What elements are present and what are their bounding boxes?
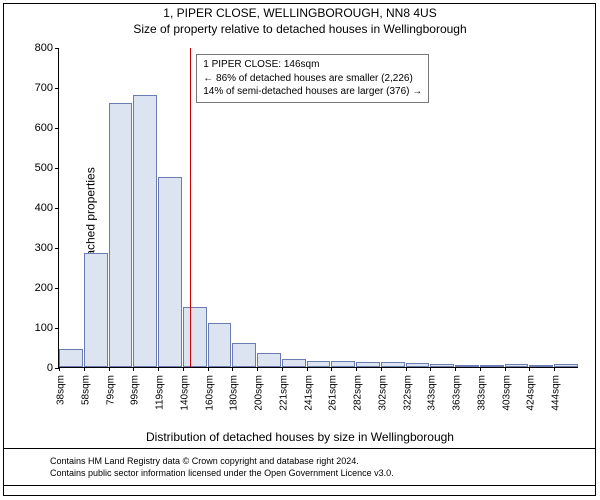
histogram-bar xyxy=(356,362,380,367)
x-tick-mark xyxy=(307,367,308,371)
x-tick-mark xyxy=(158,367,159,371)
y-tick: 800 xyxy=(35,42,59,54)
footer-text: Contains HM Land Registry data © Crown c… xyxy=(50,455,394,479)
x-tick: 38sqm xyxy=(56,375,67,405)
y-tick: 100 xyxy=(35,322,59,334)
chart-subtitle: Size of property relative to detached ho… xyxy=(0,22,600,36)
annotation-line-3: 14% of semi-detached houses are larger (… xyxy=(203,85,422,99)
histogram-bar xyxy=(232,343,256,367)
x-tick-mark xyxy=(505,367,506,371)
x-tick: 383sqm xyxy=(476,375,487,411)
x-tick: 99sqm xyxy=(130,375,141,405)
histogram-bar xyxy=(109,103,133,367)
y-tick: 300 xyxy=(35,242,59,254)
histogram-bar xyxy=(430,364,454,367)
x-tick: 322sqm xyxy=(402,375,413,411)
annotation-box: 1 PIPER CLOSE: 146sqm← 86% of detached h… xyxy=(196,54,429,103)
x-tick-mark xyxy=(109,367,110,371)
y-tick: 400 xyxy=(35,202,59,214)
histogram-bar xyxy=(554,364,578,367)
x-tick-mark xyxy=(480,367,481,371)
histogram-bar xyxy=(505,364,529,367)
x-tick-mark xyxy=(356,367,357,371)
y-tick: 500 xyxy=(35,162,59,174)
x-tick-mark xyxy=(183,367,184,371)
histogram-bar xyxy=(59,349,83,367)
histogram-bar xyxy=(381,362,405,367)
plot-area: 010020030040050060070080038sqm58sqm79sqm… xyxy=(58,48,578,368)
x-tick: 261sqm xyxy=(328,375,339,411)
x-tick-mark xyxy=(257,367,258,371)
x-tick: 119sqm xyxy=(155,375,166,410)
histogram-bar xyxy=(406,363,430,367)
x-tick-mark xyxy=(455,367,456,371)
x-tick-mark xyxy=(554,367,555,371)
y-tick: 700 xyxy=(35,82,59,94)
x-tick: 79sqm xyxy=(105,375,116,405)
x-tick-mark xyxy=(59,367,60,371)
x-tick: 444sqm xyxy=(551,375,562,411)
x-tick-mark xyxy=(331,367,332,371)
histogram-bar xyxy=(208,323,232,367)
x-tick: 424sqm xyxy=(526,375,537,411)
x-tick-mark xyxy=(381,367,382,371)
histogram-bar xyxy=(282,359,306,367)
footer-line-1: Contains HM Land Registry data © Crown c… xyxy=(50,455,394,467)
x-tick-mark xyxy=(84,367,85,371)
x-tick: 200sqm xyxy=(254,375,265,411)
x-tick: 160sqm xyxy=(204,375,215,411)
annotation-line-2: ← 86% of detached houses are smaller (2,… xyxy=(203,72,422,86)
x-tick: 221sqm xyxy=(278,375,289,411)
x-tick: 282sqm xyxy=(353,375,364,411)
marker-line xyxy=(190,48,191,367)
x-tick-mark xyxy=(529,367,530,371)
x-tick-mark xyxy=(208,367,209,371)
x-tick: 241sqm xyxy=(303,375,314,411)
y-tick: 0 xyxy=(47,362,59,374)
annotation-line-1: 1 PIPER CLOSE: 146sqm xyxy=(203,58,422,72)
histogram-bar xyxy=(455,365,479,367)
x-tick-mark xyxy=(430,367,431,371)
x-tick-mark xyxy=(133,367,134,371)
x-tick: 58sqm xyxy=(80,375,91,405)
x-tick: 343sqm xyxy=(427,375,438,411)
x-tick: 363sqm xyxy=(452,375,463,411)
histogram-bar xyxy=(158,177,182,367)
x-tick: 180sqm xyxy=(229,375,240,411)
y-tick: 200 xyxy=(35,282,59,294)
y-tick: 600 xyxy=(35,122,59,134)
chart-container: 1, PIPER CLOSE, WELLINGBOROUGH, NN8 4US … xyxy=(0,0,600,500)
histogram-bar xyxy=(84,253,108,367)
x-tick-mark xyxy=(232,367,233,371)
x-tick-mark xyxy=(282,367,283,371)
histogram-bar xyxy=(529,365,553,367)
x-tick: 140sqm xyxy=(179,375,190,411)
x-tick: 302sqm xyxy=(377,375,388,411)
histogram-bar xyxy=(133,95,157,367)
histogram-bar xyxy=(331,361,355,367)
footer-line-2: Contains public sector information licen… xyxy=(50,467,394,479)
x-axis-label: Distribution of detached houses by size … xyxy=(0,430,600,444)
histogram-bar xyxy=(480,365,504,367)
chart-title: 1, PIPER CLOSE, WELLINGBOROUGH, NN8 4US xyxy=(0,6,600,20)
histogram-bar xyxy=(257,353,281,367)
histogram-bar xyxy=(307,361,331,367)
x-tick: 403sqm xyxy=(501,375,512,411)
histogram-bar xyxy=(183,307,207,367)
x-tick-mark xyxy=(406,367,407,371)
